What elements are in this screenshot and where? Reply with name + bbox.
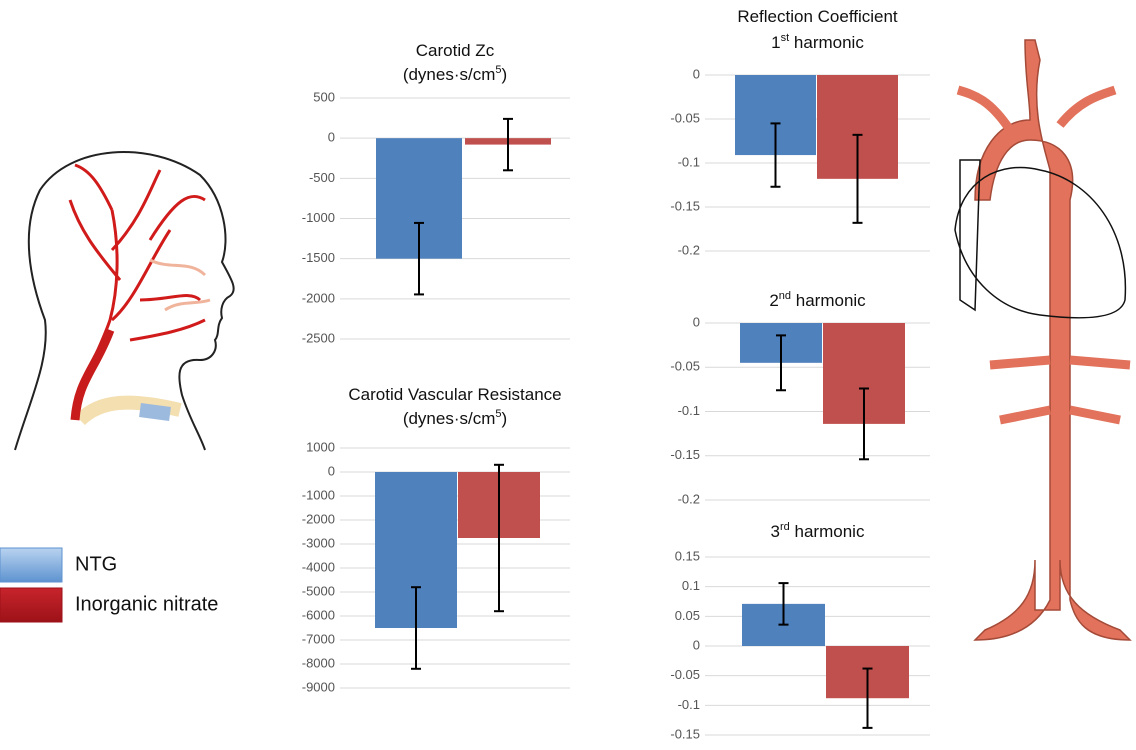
legend-label: Inorganic nitrate xyxy=(75,593,218,615)
y-tick-label: -2500 xyxy=(302,330,335,345)
y-tick-label: -5000 xyxy=(302,583,335,598)
y-tick-label: -1000 xyxy=(302,210,335,225)
y-tick-label: -1000 xyxy=(302,487,335,502)
title-text: 3 xyxy=(771,522,780,541)
legend-swatch xyxy=(0,548,62,582)
title-text: harmonic xyxy=(789,33,864,52)
y-tick-label: -1500 xyxy=(302,250,335,265)
y-tick-label: -8000 xyxy=(302,655,335,670)
y-tick-label: -0.05 xyxy=(670,110,700,125)
y-tick-label: -2000 xyxy=(302,511,335,526)
title-text: 1 xyxy=(771,33,780,52)
title-superscript: st xyxy=(781,32,790,44)
title-text: 2 xyxy=(769,291,778,310)
y-tick-label: -0.2 xyxy=(678,242,700,257)
title-text: ) xyxy=(502,409,508,428)
y-tick-label: 500 xyxy=(313,89,335,104)
y-tick-label: -0.1 xyxy=(678,154,700,169)
head-illustration xyxy=(15,152,234,450)
chart-title: 2nd harmonic xyxy=(769,290,866,311)
y-tick-label: 0 xyxy=(328,130,335,145)
title-text: harmonic xyxy=(790,522,865,541)
title-text: (dynes·s/cm xyxy=(403,65,496,84)
title-text: Carotid Zc xyxy=(416,41,495,60)
y-tick-label: 0.15 xyxy=(675,548,700,563)
y-tick-label: -0.1 xyxy=(678,403,700,418)
chart-title: Carotid Vascular Resistance xyxy=(348,385,561,404)
y-tick-label: -3000 xyxy=(302,535,335,550)
y-tick-label: 0 xyxy=(693,637,700,652)
y-tick-label: -6000 xyxy=(302,607,335,622)
y-tick-label: -500 xyxy=(309,170,335,185)
y-tick-label: 0.1 xyxy=(682,578,700,593)
y-tick-label: -9000 xyxy=(302,679,335,694)
title-text: harmonic xyxy=(791,291,866,310)
y-tick-label: -0.2 xyxy=(678,491,700,506)
title-text: Reflection Coefficient xyxy=(737,7,898,26)
chart-title: Reflection Coefficient xyxy=(737,7,898,26)
chart-title: (dynes·s/cm5) xyxy=(403,64,507,85)
y-tick-label: -0.1 xyxy=(678,697,700,712)
y-tick-label: 0 xyxy=(328,463,335,478)
y-tick-label: -2000 xyxy=(302,290,335,305)
legend-swatch xyxy=(0,588,62,622)
aorta-illustration xyxy=(955,40,1130,640)
y-tick-label: -0.15 xyxy=(670,726,700,741)
title-text: ) xyxy=(502,65,508,84)
y-tick-label: -0.15 xyxy=(670,198,700,213)
y-tick-label: -4000 xyxy=(302,559,335,574)
y-tick-label: -0.05 xyxy=(670,359,700,374)
y-tick-label: -0.05 xyxy=(670,667,700,682)
y-tick-label: -0.15 xyxy=(670,447,700,462)
title-text: Carotid Vascular Resistance xyxy=(348,385,561,404)
y-tick-label: 0 xyxy=(693,314,700,329)
y-tick-label: -7000 xyxy=(302,631,335,646)
chart-title: (dynes·s/cm5) xyxy=(403,408,507,429)
figure: NTG Inorganic nitrate Carotid Zc (dynes·s… xyxy=(0,0,1136,750)
chart-title: 3rd harmonic xyxy=(771,521,865,542)
y-tick-label: 1000 xyxy=(306,439,335,454)
legend-label: NTG xyxy=(75,553,117,575)
chart-title: Carotid Zc xyxy=(416,41,495,60)
title-superscript: nd xyxy=(779,290,791,302)
title-superscript: rd xyxy=(780,521,790,533)
chart-title: 1st harmonic xyxy=(771,32,864,53)
y-tick-label: 0.05 xyxy=(675,608,700,623)
title-text: (dynes·s/cm xyxy=(403,409,496,428)
y-tick-label: 0 xyxy=(693,66,700,81)
